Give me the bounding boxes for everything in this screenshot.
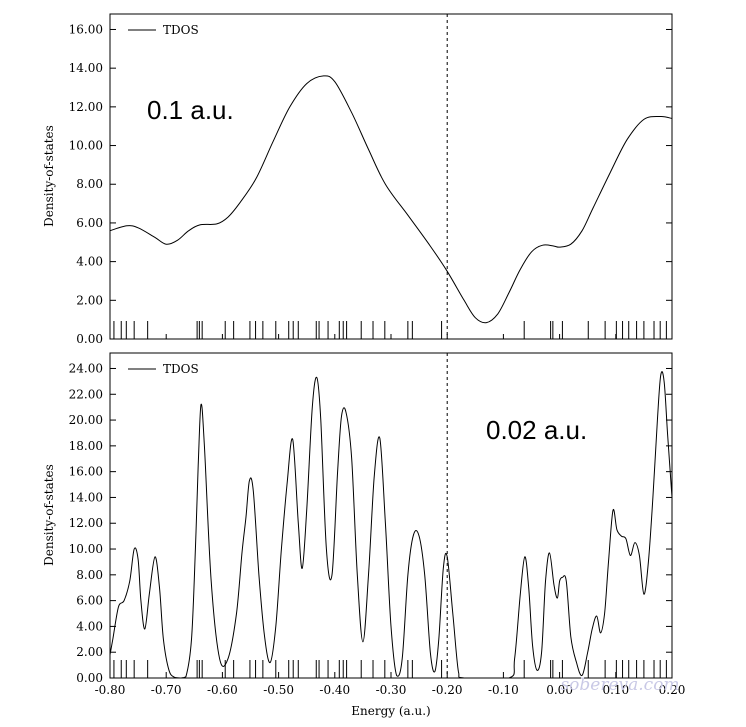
x-tick-label: 0.00 xyxy=(546,683,573,697)
x-tick-label: -0.10 xyxy=(488,683,519,697)
top-y-tick-label: 4.00 xyxy=(76,255,103,269)
bottom-y-axis-title: Density-of-states xyxy=(42,464,56,566)
bottom-y-tick-label: 10.00 xyxy=(69,542,103,556)
top-annotation: 0.1 a.u. xyxy=(147,95,234,125)
x-tick-label: -0.30 xyxy=(376,683,407,697)
top-y-axis: 0.00 2.00 4.00 6.00 8.00 10.00 12.00 14.00 16.00 xyxy=(69,22,673,346)
bottom-y-tick-label: 16.00 xyxy=(69,465,103,479)
bottom-y-axis: 0.00 2.00 4.00 6.00 8.00 10.00 12.00 14.00 16.00… xyxy=(69,361,672,685)
bottom-y-tick-label: 22.00 xyxy=(69,387,103,401)
x-axis-title: Energy (a.u.) xyxy=(351,704,430,718)
watermark-text: sobereva.com xyxy=(560,675,679,695)
bottom-annotation: 0.02 a.u. xyxy=(486,415,587,445)
bottom-tdos-curve xyxy=(109,371,673,679)
bottom-stick-markers xyxy=(113,660,667,678)
x-tick-label: -0.40 xyxy=(319,683,350,697)
bottom-y-tick-label: 24.00 xyxy=(69,361,103,375)
top-legend-label: TDOS xyxy=(163,23,199,37)
bottom-y-tick-label: 8.00 xyxy=(76,568,103,582)
top-y-tick-label: 0.00 xyxy=(76,332,103,346)
bottom-panel: 0.00 2.00 4.00 6.00 8.00 10.00 12.00 14.00 16.00… xyxy=(42,352,686,718)
top-tdos-curve xyxy=(109,75,673,324)
bottom-legend-label: TDOS xyxy=(163,362,199,376)
top-y-tick-label: 16.00 xyxy=(69,22,103,36)
x-tick-label: -0.60 xyxy=(207,683,238,697)
top-y-axis-title: Density-of-states xyxy=(42,125,56,227)
bottom-x-axis: -0.80 -0.70 -0.60 -0.50 -0.40 -0.30 -0.20 -0.10… xyxy=(95,672,686,697)
bottom-y-tick-label: 14.00 xyxy=(69,490,103,504)
bottom-y-tick-label: 6.00 xyxy=(76,594,103,608)
bottom-y-tick-label: 20.00 xyxy=(69,413,103,427)
top-panel: 0.00 2.00 4.00 6.00 8.00 10.00 12.00 14.00 16.00… xyxy=(42,13,673,346)
bottom-y-tick-label: 4.00 xyxy=(76,619,103,633)
bottom-y-tick-label: 0.00 xyxy=(76,671,103,685)
x-tick-label: 0.10 xyxy=(602,683,629,697)
x-tick-label: 0.20 xyxy=(659,683,686,697)
x-tick-label: -0.80 xyxy=(95,683,126,697)
top-y-tick-label: 8.00 xyxy=(76,177,103,191)
top-y-tick-label: 6.00 xyxy=(76,216,103,230)
bottom-y-tick-label: 18.00 xyxy=(69,439,103,453)
top-stick-markers xyxy=(113,321,667,339)
top-y-tick-label: 14.00 xyxy=(69,61,103,75)
top-y-tick-label: 12.00 xyxy=(69,100,103,114)
bottom-y-tick-label: 2.00 xyxy=(76,645,103,659)
top-y-tick-label: 10.00 xyxy=(69,139,103,153)
x-tick-label: -0.70 xyxy=(151,683,182,697)
x-tick-label: -0.50 xyxy=(263,683,294,697)
x-tick-label: -0.20 xyxy=(432,683,463,697)
bottom-y-tick-label: 12.00 xyxy=(69,516,103,530)
top-plot-frame xyxy=(109,13,673,340)
top-y-tick-label: 2.00 xyxy=(76,293,103,307)
